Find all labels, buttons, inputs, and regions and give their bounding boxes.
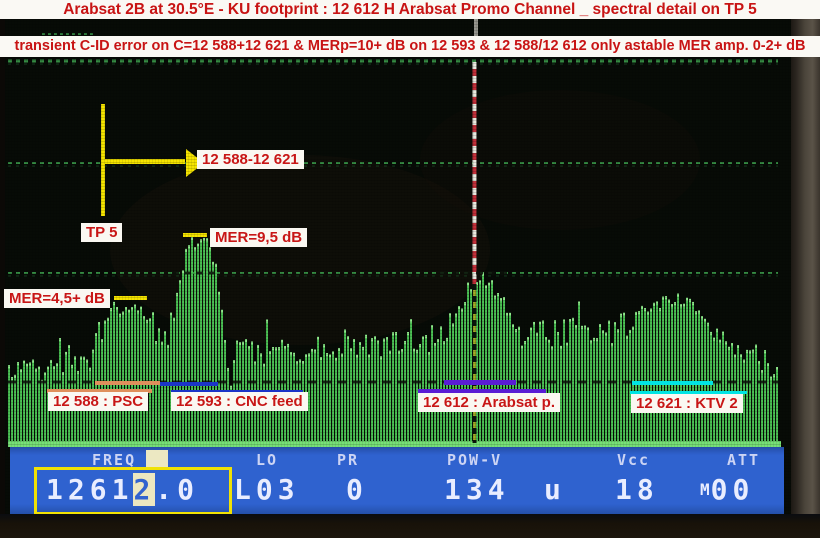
- vcc-value: 18: [615, 473, 659, 506]
- carrier-overline: [444, 380, 516, 385]
- freq-value[interactable]: 12612.0: [46, 473, 199, 506]
- att-value: M00: [700, 473, 754, 506]
- freq-post: .0: [155, 473, 200, 506]
- lo-label: LO: [256, 451, 279, 469]
- carrier-overline: [95, 381, 160, 385]
- vcc-label: Vcc: [617, 451, 651, 469]
- att-label: ATT: [727, 451, 761, 469]
- lo-value: L03: [234, 473, 300, 506]
- att-digits: 00: [710, 473, 755, 506]
- freq-value-box[interactable]: [34, 467, 232, 515]
- carrier-underline: [418, 389, 546, 393]
- carrier-label: 12 593 : CNC feed: [171, 392, 308, 411]
- carrier-underline: [630, 391, 747, 394]
- carrier-label: 12 621 : KTV 2: [631, 394, 743, 413]
- cursor-highlight: 2: [133, 473, 156, 506]
- carrier-underline: [47, 389, 152, 393]
- header-cursor-block: [146, 450, 168, 467]
- freq-pre: 1261: [46, 473, 134, 506]
- pr-label: PR: [337, 451, 360, 469]
- tp5-label: TP 5: [81, 223, 123, 242]
- bezel-right: [786, 0, 820, 538]
- range-label: 12 588-12 621: [197, 150, 304, 169]
- carrier-overline: [160, 382, 218, 386]
- annotation-arrow: [101, 104, 207, 300]
- mer-low-label: MER=4,5+ dB: [4, 289, 110, 308]
- status-bar: FREQ 12612.0 LO L03 PR 0 POW-V 134 u Vcc…: [10, 447, 784, 515]
- mer-high-label: MER=9,5 dB: [210, 228, 308, 247]
- pow-label: POW-V: [447, 451, 503, 469]
- pow-value: 134: [444, 473, 510, 506]
- freq-label: FREQ: [92, 451, 137, 469]
- subtitle-text: transient C-ID error on C=12 588+12 621 …: [14, 38, 806, 54]
- carrier-overline: [632, 381, 713, 385]
- pow-unit: u: [544, 473, 566, 506]
- screen-frame: [0, 18, 6, 514]
- marker-tick: [474, 19, 478, 36]
- bezel-bottom: [0, 514, 820, 538]
- subtitle-bar: transient C-ID error on C=12 588+12 621 …: [0, 36, 820, 57]
- carrier-label: 12 612 : Arabsat p.: [418, 393, 561, 412]
- title-bar: Arabsat 2B at 30.5°E - KU footprint : 12…: [0, 0, 820, 19]
- title-text: Arabsat 2B at 30.5°E - KU footprint : 12…: [63, 1, 757, 18]
- pr-value: 0: [346, 473, 368, 506]
- carrier-label: 12 588 : PSC: [48, 392, 149, 411]
- att-prefix: M: [700, 480, 711, 499]
